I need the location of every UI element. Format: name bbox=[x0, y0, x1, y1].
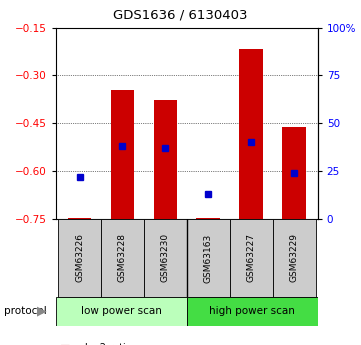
Bar bbox=[196, 218, 220, 219]
Bar bbox=[68, 218, 91, 219]
Text: ▶: ▶ bbox=[37, 305, 46, 318]
Text: GSM63230: GSM63230 bbox=[161, 233, 170, 283]
Bar bbox=[273, 219, 316, 297]
Bar bbox=[239, 49, 263, 219]
Bar bbox=[187, 297, 318, 326]
Bar bbox=[187, 219, 230, 297]
Text: GSM63227: GSM63227 bbox=[247, 233, 256, 283]
Text: GSM63226: GSM63226 bbox=[75, 233, 84, 283]
Bar bbox=[58, 219, 101, 297]
Bar bbox=[153, 100, 177, 219]
Text: log2 ratio: log2 ratio bbox=[85, 343, 131, 345]
Text: GDS1636 / 6130403: GDS1636 / 6130403 bbox=[113, 9, 248, 22]
Bar bbox=[144, 219, 187, 297]
Text: ■: ■ bbox=[60, 343, 70, 345]
Bar bbox=[101, 219, 144, 297]
Text: low power scan: low power scan bbox=[81, 306, 162, 316]
Bar bbox=[56, 297, 187, 326]
Bar bbox=[230, 219, 273, 297]
Bar bbox=[111, 90, 134, 219]
Bar bbox=[282, 128, 306, 219]
Text: GSM63163: GSM63163 bbox=[204, 233, 213, 283]
Text: high power scan: high power scan bbox=[209, 306, 295, 316]
Text: GSM63229: GSM63229 bbox=[290, 233, 299, 283]
Text: GSM63228: GSM63228 bbox=[118, 233, 127, 283]
Text: protocol: protocol bbox=[4, 306, 46, 316]
